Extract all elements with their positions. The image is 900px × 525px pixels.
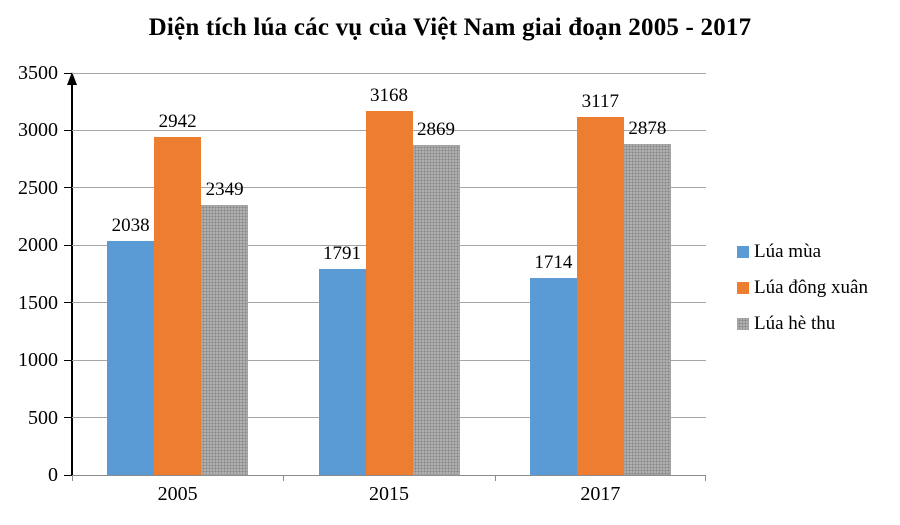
y-axis-tick-label: 0 — [48, 464, 58, 486]
bar — [154, 137, 202, 475]
y-axis-tick-label: 3500 — [18, 62, 58, 84]
y-axis-tick — [64, 302, 72, 304]
legend-label: Lúa hè thu — [754, 313, 836, 334]
y-axis-tick — [64, 417, 72, 419]
bar — [529, 278, 577, 475]
bar — [107, 240, 155, 475]
y-axis-tick-label: 1000 — [18, 349, 58, 372]
legend: Lúa mùa Lúa đông xuân Lúa hè thu — [737, 241, 868, 349]
bar-value-label: 2869 — [417, 119, 455, 141]
bar-value-label: 2942 — [158, 111, 197, 133]
x-axis-tick — [705, 475, 706, 481]
legend-marker-icon — [737, 282, 749, 294]
legend-label: Lúa đông xuân — [754, 277, 868, 298]
y-axis-tick-label: 2000 — [18, 234, 58, 257]
x-axis-tick — [494, 475, 496, 481]
y-axis-tick — [64, 359, 72, 361]
y-axis-tick — [64, 72, 72, 74]
x-axis-category-label: 2005 — [157, 483, 198, 505]
y-axis-tick — [64, 474, 72, 476]
chart-title: Diện tích lúa các vụ của Việt Nam giai đ… — [148, 14, 752, 41]
bar — [201, 205, 249, 475]
legend-label: Lúa mùa — [754, 241, 822, 262]
x-axis-category-label: 2017 — [580, 483, 621, 505]
bar — [412, 145, 460, 475]
bar-value-label: 2349 — [205, 179, 244, 201]
y-axis-line — [71, 73, 73, 475]
y-axis-tick-label: 500 — [28, 406, 58, 429]
x-axis-category-label: 2015 — [368, 483, 409, 505]
bar — [576, 117, 624, 475]
x-axis-tick — [283, 475, 285, 481]
bar — [623, 144, 671, 475]
bar-value-label: 2878 — [628, 118, 667, 140]
legend-item: Lúa hè thu — [737, 313, 868, 335]
bar-value-label: 3168 — [370, 85, 408, 107]
y-axis-tick — [64, 187, 72, 189]
y-axis-arrow-icon — [66, 72, 77, 85]
x-axis-line — [72, 475, 706, 476]
y-axis-tick — [64, 129, 72, 131]
bar — [365, 111, 413, 475]
bar-value-label: 2038 — [111, 214, 150, 236]
bar-value-label: 1714 — [534, 252, 573, 274]
legend-item: Lúa đông xuân — [737, 277, 868, 299]
bar-value-label: 3117 — [581, 91, 619, 112]
legend-item: Lúa mùa — [737, 241, 868, 263]
bar — [318, 269, 366, 475]
y-axis-tick — [64, 244, 72, 246]
plot-area: 0 500 1000 1500 2000 2500 3000 3500 2005 2038 2942… — [18, 62, 706, 505]
x-axis-tick — [72, 475, 73, 481]
y-axis-tick-label: 3000 — [18, 119, 58, 142]
bar-value-label: 1791 — [323, 243, 361, 265]
y-axis-tick-label: 2500 — [18, 176, 58, 199]
gridline — [72, 72, 706, 74]
y-axis-tick-label: 1500 — [18, 291, 58, 314]
legend-marker-icon — [737, 246, 749, 258]
legend-marker-icon — [737, 318, 749, 330]
